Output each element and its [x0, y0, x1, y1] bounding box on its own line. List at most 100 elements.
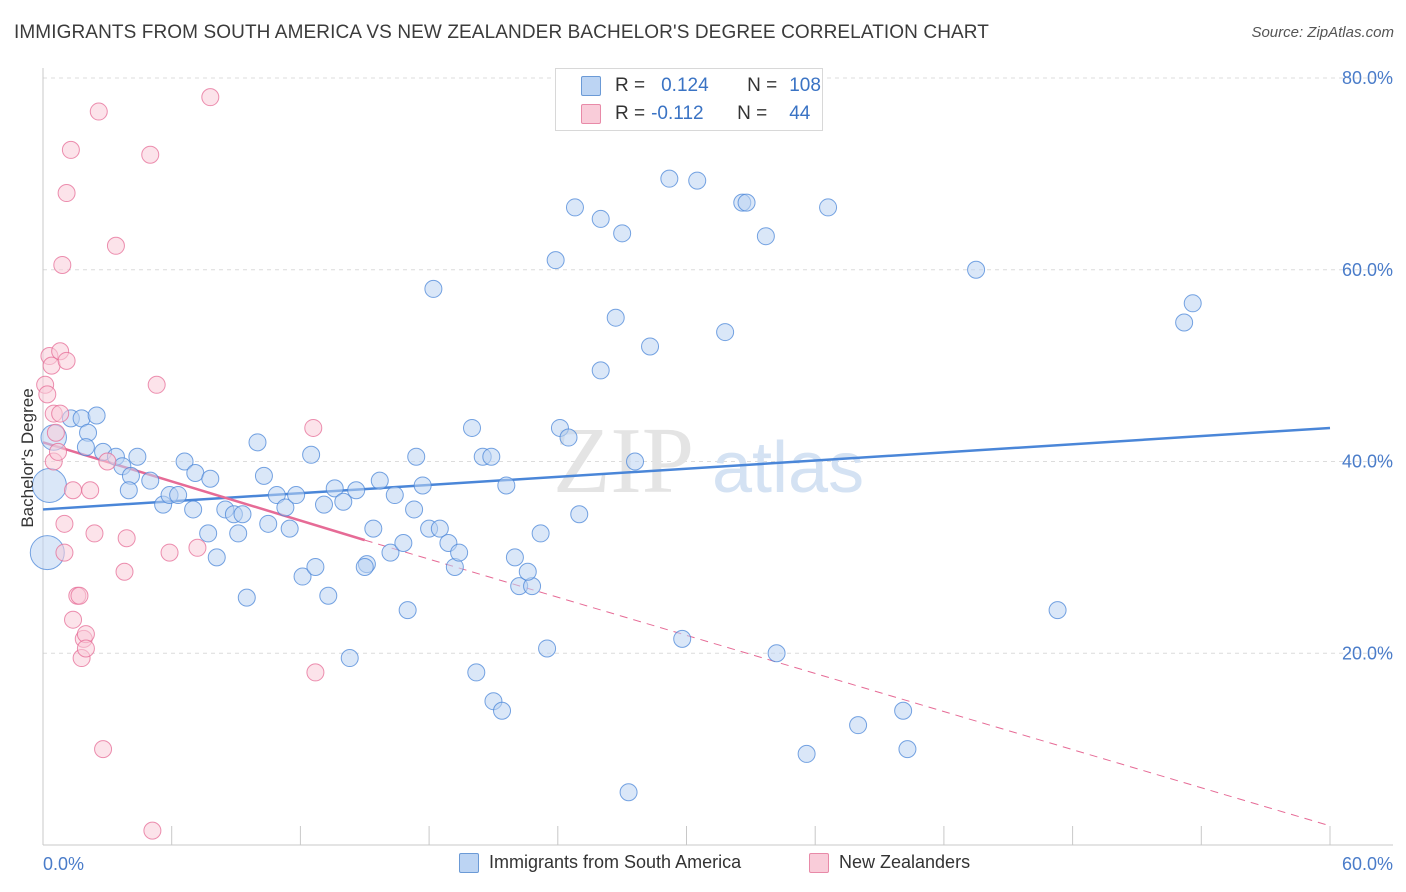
bottom-legend-swatch-pink — [809, 852, 829, 873]
data-point-south-america — [767, 644, 786, 663]
legend-r-label: R = — [615, 103, 646, 124]
data-point-south-america — [87, 406, 106, 425]
data-point-south-america — [673, 629, 692, 648]
source-credit: Source: ZipAtlas.com — [1251, 24, 1394, 41]
data-point-south-america — [797, 744, 816, 763]
data-point-new-zealanders — [53, 255, 72, 274]
data-point-south-america — [413, 476, 432, 495]
data-point-south-america — [267, 486, 286, 505]
data-point-south-america — [364, 519, 383, 538]
data-point-south-america — [467, 663, 486, 682]
y-tick-label: 80.0% — [1342, 68, 1393, 88]
data-point-south-america — [591, 209, 610, 228]
data-point-south-america — [175, 452, 194, 471]
data-point-south-america — [276, 498, 295, 517]
data-point-new-zealanders — [147, 375, 166, 394]
data-point-south-america — [894, 701, 913, 720]
legend-r-value: 0.124 — [661, 75, 709, 96]
data-point-south-america — [169, 486, 188, 505]
legend-row-south-america: R = 0.124 N = 108 — [556, 72, 821, 100]
bottom-legend-label: New Zealanders — [839, 852, 971, 872]
data-point-south-america — [259, 514, 278, 533]
legend-swatch-pink — [581, 104, 601, 124]
data-point-south-america — [385, 486, 404, 505]
data-point-south-america — [463, 418, 481, 437]
chart-title: IMMIGRANTS FROM SOUTH AMERICA VS NEW ZEA… — [14, 22, 989, 43]
data-point-south-america — [394, 533, 413, 552]
data-point-south-america — [1175, 313, 1194, 332]
data-point-south-america — [128, 447, 147, 466]
data-point-new-zealanders — [117, 529, 136, 548]
data-point-south-america — [334, 492, 353, 511]
legend-n-label: N = — [747, 75, 778, 96]
legend-n-value: 44 — [789, 103, 811, 124]
data-point-south-america — [370, 471, 389, 490]
data-point-new-zealanders — [306, 663, 325, 682]
data-point-south-america — [619, 783, 638, 802]
data-point-south-america — [626, 452, 645, 471]
trendline — [364, 539, 1331, 827]
data-point-south-america — [660, 169, 679, 188]
data-point-south-america — [76, 438, 95, 457]
data-point-south-america — [199, 524, 218, 543]
data-point-new-zealanders — [61, 140, 80, 159]
legend-n-value: 108 — [789, 75, 821, 96]
data-point-new-zealanders — [57, 184, 76, 203]
bottom-legend-south-america: Immigrants from South America — [459, 852, 741, 873]
data-point-south-america — [405, 500, 424, 519]
bottom-legend-label: Immigrants from South America — [489, 852, 742, 872]
data-point-south-america — [398, 601, 417, 620]
data-point-south-america — [531, 524, 550, 543]
data-point-new-zealanders — [115, 562, 134, 581]
data-point-new-zealanders — [70, 586, 89, 605]
data-point-south-america — [849, 716, 868, 735]
data-point-south-america — [229, 524, 248, 543]
data-point-new-zealanders — [160, 543, 179, 562]
data-point-new-zealanders — [89, 102, 108, 121]
data-point-south-america — [31, 467, 67, 503]
data-point-south-america — [254, 466, 273, 485]
x-tick-label-min: 0.0% — [43, 854, 84, 874]
data-point-south-america — [497, 476, 516, 495]
data-point-south-america — [819, 198, 838, 217]
legend-row-new-zealanders: R = -0.112 N = 44 — [556, 100, 810, 128]
data-point-south-america — [450, 543, 469, 562]
data-point-new-zealanders — [81, 481, 100, 500]
data-point-south-america — [325, 479, 344, 498]
bottom-legend-swatch-blue — [459, 852, 479, 873]
data-point-new-zealanders — [201, 88, 220, 107]
watermark-zip: ZIP — [553, 409, 694, 513]
y-tick-label: 20.0% — [1342, 643, 1393, 663]
data-point-south-america — [280, 519, 299, 538]
data-point-new-zealanders — [188, 538, 207, 557]
data-point-south-america — [287, 486, 306, 505]
legend-swatch-blue — [581, 76, 601, 96]
data-point-south-america — [355, 557, 374, 576]
legend-n-label: N = — [737, 103, 768, 124]
data-point-south-america — [207, 548, 226, 567]
data-point-new-zealanders — [64, 481, 83, 500]
data-point-south-america — [293, 567, 312, 586]
data-point-south-america — [898, 740, 917, 759]
data-point-south-america — [606, 308, 625, 327]
data-point-new-zealanders — [57, 351, 76, 370]
legend-r-value: -0.112 — [651, 103, 704, 124]
data-point-new-zealanders — [64, 610, 83, 629]
data-point-south-america — [538, 639, 557, 658]
correlation-legend: R = 0.124 N = 108 R = -0.112 N = 44 — [555, 68, 823, 131]
data-point-south-america — [430, 519, 449, 538]
data-point-south-america — [347, 481, 366, 500]
data-point-south-america — [1048, 601, 1067, 620]
data-point-south-america — [518, 562, 537, 581]
data-point-south-america — [381, 543, 400, 562]
y-tick-label: 40.0% — [1342, 452, 1393, 472]
data-point-south-america — [119, 481, 138, 500]
y-tick-label: 60.0% — [1342, 260, 1393, 280]
data-point-south-america — [302, 445, 321, 464]
data-point-south-america — [570, 505, 589, 524]
data-point-new-zealanders — [85, 524, 104, 543]
data-point-south-america — [688, 171, 707, 190]
data-point-south-america — [340, 649, 359, 668]
data-point-south-america — [186, 464, 205, 483]
